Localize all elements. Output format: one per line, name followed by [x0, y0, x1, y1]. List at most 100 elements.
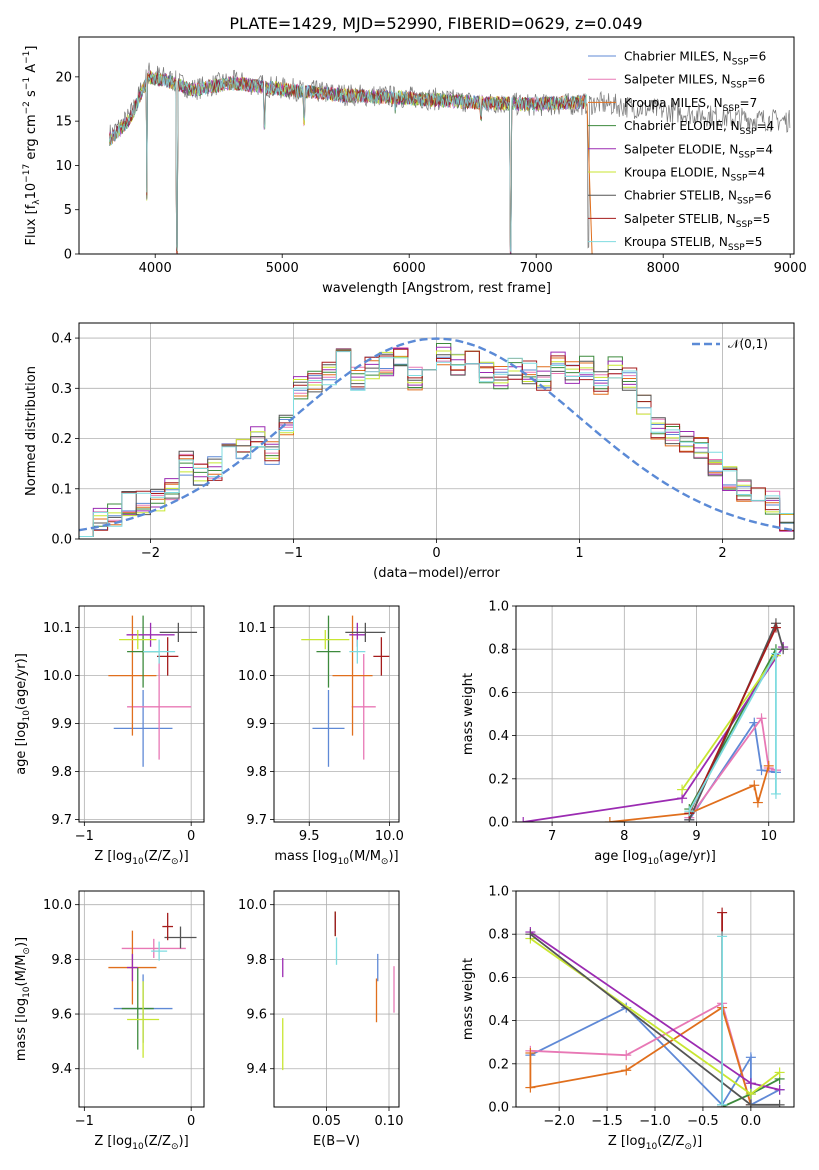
- x-tick-label: 9: [692, 829, 700, 844]
- legend-label: Kroupa ELODIE, NSSP=4: [624, 166, 765, 184]
- y-tick-label: 9.4: [246, 1062, 267, 1077]
- y-tick-label: 0.6: [488, 686, 509, 701]
- errorbar-point: [373, 637, 390, 676]
- mass-vs-Z-data: [108, 912, 197, 1058]
- plus-marker: [770, 788, 781, 799]
- x-tick-label: 6000: [393, 261, 426, 276]
- y-tick-label: 9.7: [246, 813, 267, 828]
- y-tick-label: 9.8: [51, 765, 72, 780]
- y-tick-label: 1.0: [488, 600, 509, 615]
- model-spectrum: [109, 73, 587, 249]
- plus-marker: [745, 1089, 756, 1100]
- y-tick-label: 9.6: [51, 1008, 72, 1023]
- mass-weight-series: [529, 1006, 781, 1107]
- y-tick-label: 0.2: [51, 432, 72, 447]
- residuals-xlabel: (data−model)/error: [373, 566, 500, 581]
- legend-label: Chabrier STELIB, NSSP=6: [624, 189, 772, 207]
- legend-label: Salpeter ELODIE, NSSP=4: [624, 142, 773, 160]
- age-vs-Z-axes: −1 0 9.7 9.8 9.9 10.0 10.1 Z [log10(Z/Z⊙)] age […: [14, 605, 205, 867]
- x-tick-label: 0: [432, 546, 440, 561]
- x-tick-label: 10.0: [375, 829, 404, 844]
- legend-label: Chabrier MILES, NSSP=6: [624, 50, 766, 68]
- plus-marker: [677, 793, 688, 804]
- legend-label: Salpeter MILES, NSSP=6: [624, 73, 765, 91]
- x-tick-label: 0.05: [312, 1114, 341, 1129]
- x-tick-label: 8: [620, 829, 628, 844]
- plus-marker: [774, 1084, 785, 1095]
- y-tick-label: 9.7: [51, 813, 72, 828]
- age-vs-Z-ylabel: age [log10(age/yr)]: [14, 653, 32, 775]
- legend-label: 𝒩(0,1): [728, 337, 768, 351]
- axes-frame: [78, 322, 795, 540]
- y-tick-label: 9.8: [51, 953, 72, 968]
- legend-label: Chabrier ELODIE, NSSP=4: [624, 119, 774, 137]
- plus-marker: [525, 1048, 536, 1058]
- model-spectrum: [109, 72, 587, 253]
- plus-marker: [518, 817, 529, 822]
- massweight-vs-Z-data: [525, 907, 785, 1107]
- plus-marker: [525, 1082, 536, 1093]
- x-tick-label: −2: [141, 546, 160, 561]
- y-tick-label: 10.0: [43, 898, 72, 913]
- mass-vs-ebv-data: [282, 911, 395, 1071]
- errorbar-point: [351, 654, 376, 760]
- errorbar-point: [316, 615, 341, 688]
- x-tick-label: 5000: [266, 261, 299, 276]
- massweight-vs-age-data: [518, 618, 789, 822]
- x-tick-label: 9000: [774, 261, 807, 276]
- y-tick-label: 10.1: [43, 621, 72, 636]
- residuals-ylabel: Normed distribution: [24, 366, 39, 496]
- errorbar-point: [143, 639, 176, 664]
- y-tick-label: 9.8: [246, 765, 267, 780]
- y-tick-label: 10: [55, 159, 72, 174]
- axes-frame: [273, 605, 400, 823]
- mass-vs-ebv-xlabel: E(B−V): [313, 1134, 360, 1149]
- errorbar-point: [127, 654, 192, 760]
- axes-frame: [78, 605, 205, 823]
- legend-label: Salpeter STELIB, NSSP=5: [624, 212, 770, 230]
- plus-marker: [756, 765, 767, 776]
- x-tick-label: −1: [75, 1114, 94, 1129]
- errorbar-point: [159, 622, 198, 642]
- x-tick-label: −1: [75, 829, 94, 844]
- errorbar-point: [127, 953, 138, 982]
- y-tick-label: 0.2: [488, 1057, 509, 1072]
- errorbar-point: [162, 912, 174, 941]
- errorbar-point: [108, 615, 157, 736]
- errorbar-point: [312, 690, 345, 767]
- errorbar-point: [156, 637, 179, 676]
- mass-vs-ebv-axes: 0.05 0.10 9.4 9.6 9.8 10.0 E(B−V): [238, 890, 403, 1149]
- spectrum-legend: Chabrier MILES, NSSP=6 Salpeter MILES, NS…: [588, 50, 774, 253]
- plus-marker: [717, 907, 728, 918]
- errorbar-point: [349, 639, 366, 664]
- errorbar-point: [113, 690, 173, 767]
- plus-marker: [763, 760, 774, 771]
- x-tick-label: 0: [187, 1114, 195, 1129]
- x-tick-label: 2: [718, 546, 726, 561]
- y-tick-label: 9.4: [51, 1062, 72, 1077]
- y-tick-label: 0.0: [51, 533, 72, 548]
- x-tick-label: 4000: [139, 261, 172, 276]
- plus-marker: [745, 1052, 756, 1063]
- model-cutoff: [586, 103, 593, 254]
- massweight-vs-age-ylabel: mass weight: [461, 673, 476, 755]
- errorbar-point: [301, 630, 350, 650]
- x-tick-label: −1.5: [591, 1114, 623, 1129]
- figure-title: PLATE=1429, MJD=52990, FIBERID=0629, z=0…: [229, 14, 642, 33]
- x-tick-label: −0.5: [687, 1114, 719, 1129]
- plus-marker: [756, 713, 767, 724]
- y-tick-label: 0.1: [51, 482, 72, 497]
- errorbar-point: [151, 941, 168, 961]
- plus-marker: [604, 817, 615, 822]
- age-vs-Z-data: [108, 615, 198, 767]
- mass-weight-series: [681, 655, 777, 791]
- plus-marker: [677, 784, 688, 795]
- y-tick-label: 0.4: [51, 332, 72, 347]
- plus-marker: [621, 1050, 632, 1061]
- plus-marker: [684, 806, 695, 817]
- x-tick-label: 1: [575, 546, 583, 561]
- y-tick-label: 10.1: [238, 621, 267, 636]
- plus-marker: [774, 1067, 785, 1078]
- errorbar-point: [345, 622, 386, 642]
